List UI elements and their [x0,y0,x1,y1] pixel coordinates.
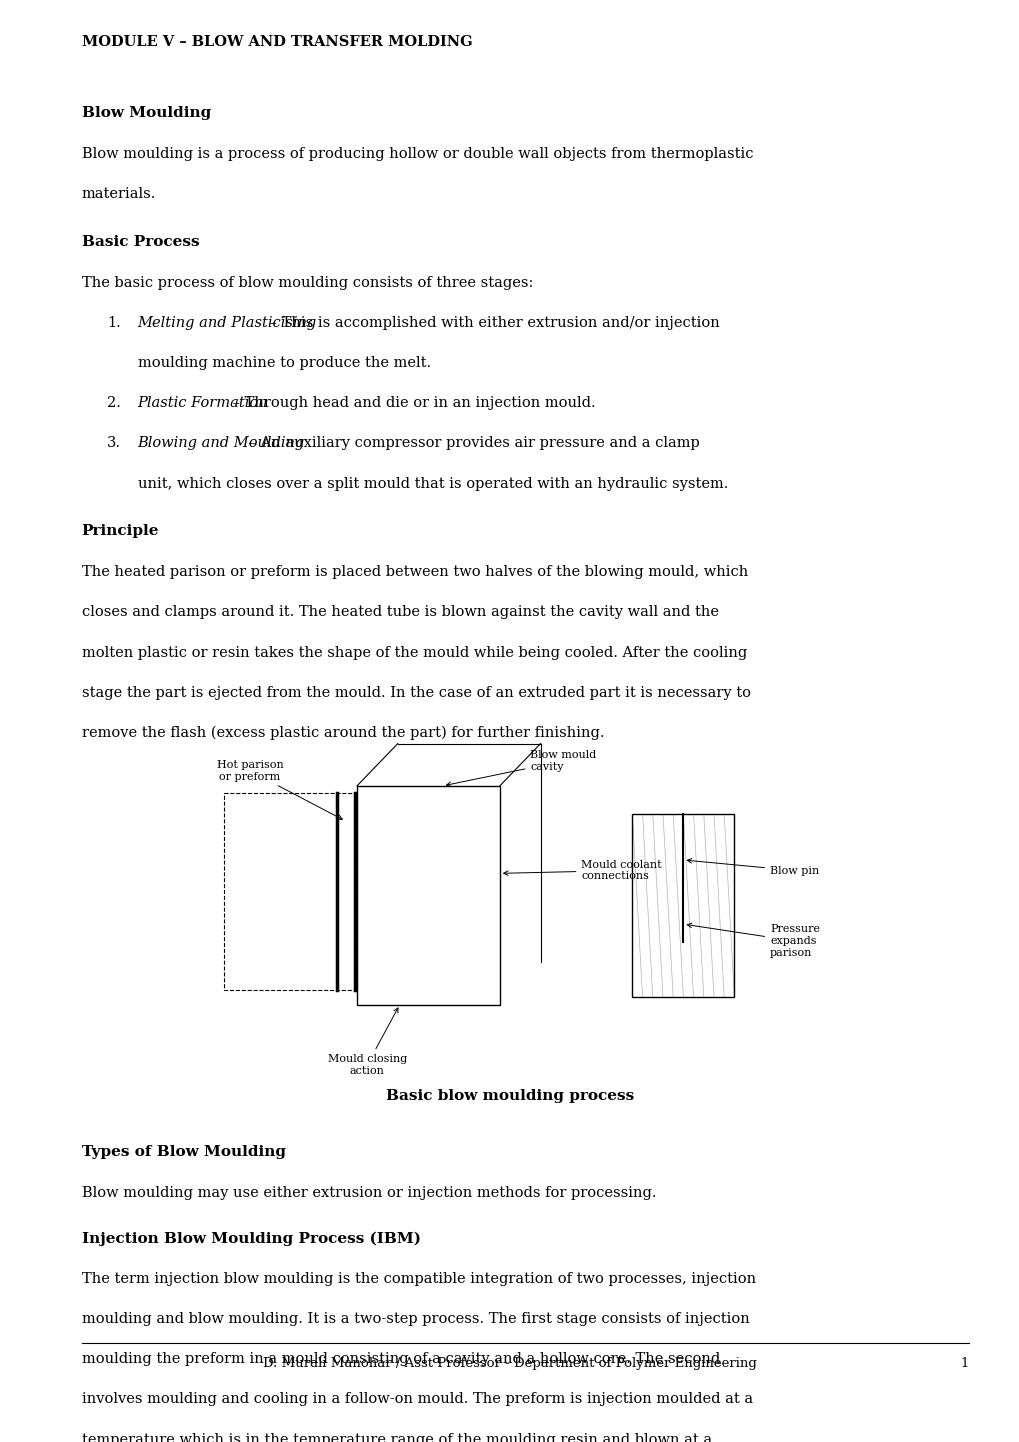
Text: moulding the preform in a mould consisting of a cavity and a hollow core. The se: moulding the preform in a mould consisti… [82,1353,719,1366]
Text: Basic Process: Basic Process [82,235,199,249]
Text: Blow moulding is a process of producing hollow or double wall objects from therm: Blow moulding is a process of producing … [82,147,752,162]
Text: materials.: materials. [82,187,156,202]
Text: Blow mould
cavity: Blow mould cavity [446,750,596,786]
Text: 1.: 1. [107,316,120,330]
Text: Mould closing
action: Mould closing action [327,1008,407,1076]
FancyBboxPatch shape [183,779,836,1076]
Text: Basic blow moulding process: Basic blow moulding process [385,1089,634,1103]
Text: – An auxiliary compressor provides air pressure and a clamp: – An auxiliary compressor provides air p… [244,437,699,450]
Text: Hot parison
or preform: Hot parison or preform [216,760,342,819]
Text: Blow Moulding: Blow Moulding [82,107,211,120]
Text: Pressure
expands
parison: Pressure expands parison [687,923,819,957]
Text: 1: 1 [960,1357,968,1370]
Text: Plastic Formation: Plastic Formation [138,397,268,411]
Text: – This is accomplished with either extrusion and/or injection: – This is accomplished with either extru… [265,316,719,330]
Text: The heated parison or preform is placed between two halves of the blowing mould,: The heated parison or preform is placed … [82,565,747,580]
Text: Melting and Plasticising: Melting and Plasticising [138,316,317,330]
Text: involves moulding and cooling in a follow-on mould. The preform is injection mou: involves moulding and cooling in a follo… [82,1393,752,1406]
Text: 3.: 3. [107,437,121,450]
Text: Principle: Principle [82,525,159,538]
Text: Blowing and Moulding: Blowing and Moulding [138,437,305,450]
Text: remove the flash (excess plastic around the part) for further finishing.: remove the flash (excess plastic around … [82,725,603,740]
Text: The basic process of blow moulding consists of three stages:: The basic process of blow moulding consi… [82,275,533,290]
Text: – Through head and die or in an injection mould.: – Through head and die or in an injectio… [227,397,595,411]
Text: temperature which is in the temperature range of the moulding resin and blown at: temperature which is in the temperature … [82,1433,711,1442]
Text: unit, which closes over a split mould that is operated with an hydraulic system.: unit, which closes over a split mould th… [138,477,728,490]
Text: The term injection blow moulding is the compatible integration of two processes,: The term injection blow moulding is the … [82,1272,755,1286]
Text: stage the part is ejected from the mould. In the case of an extruded part it is : stage the part is ejected from the mould… [82,686,750,699]
Text: 2.: 2. [107,397,121,411]
Text: Blow moulding may use either extrusion or injection methods for processing.: Blow moulding may use either extrusion o… [82,1185,655,1200]
Text: Mould coolant
connections: Mould coolant connections [503,859,661,881]
Text: Types of Blow Moulding: Types of Blow Moulding [82,1145,285,1159]
Text: moulding and blow moulding. It is a two-step process. The first stage consists o: moulding and blow moulding. It is a two-… [82,1312,749,1327]
Text: moulding machine to produce the melt.: moulding machine to produce the melt. [138,356,430,371]
Text: molten plastic or resin takes the shape of the mould while being cooled. After t: molten plastic or resin takes the shape … [82,646,746,659]
Text: closes and clamps around it. The heated tube is blown against the cavity wall an: closes and clamps around it. The heated … [82,606,718,619]
Text: D. Murali Manohar / Asst Professor - Department of Polymer Engineering: D. Murali Manohar / Asst Professor - Dep… [263,1357,756,1370]
Text: Injection Blow Moulding Process (IBM): Injection Blow Moulding Process (IBM) [82,1231,420,1246]
Text: Blow pin: Blow pin [687,858,818,875]
Text: MODULE V – BLOW AND TRANSFER MOLDING: MODULE V – BLOW AND TRANSFER MOLDING [82,35,472,49]
